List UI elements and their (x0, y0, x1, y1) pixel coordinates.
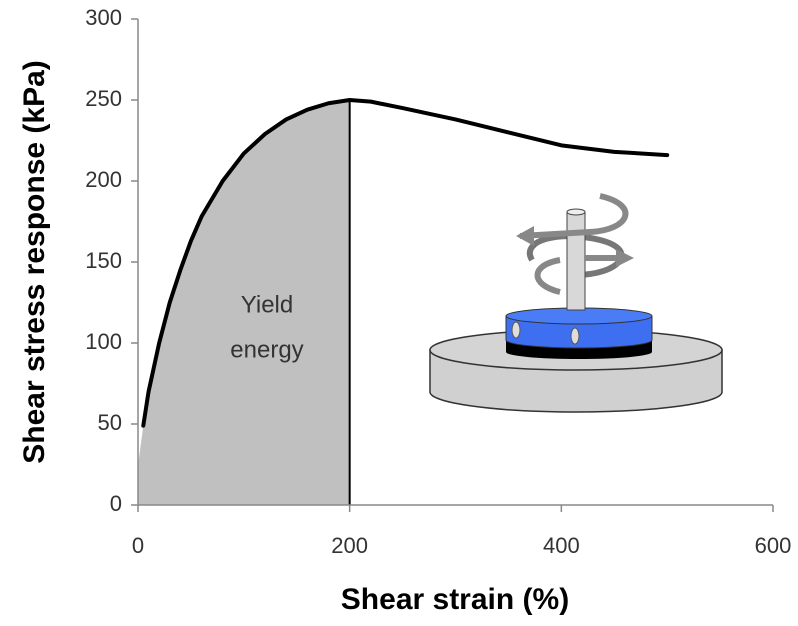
y-axis-label: Shear stress response (kPa) (18, 60, 51, 464)
plot-area: Yield energy 0 50 100 150 200 250 300 0 200 400 600 (85, 5, 791, 558)
annotation: energy (230, 336, 303, 363)
y-tick-label: 250 (85, 86, 122, 111)
y-tick-label: 50 (98, 410, 122, 435)
x-tick-label: 400 (543, 533, 580, 558)
y-tick-label: 150 (85, 248, 122, 273)
rheometer-illustration (429, 193, 723, 413)
y-tick-label: 100 (85, 329, 122, 354)
y-tick-label: 200 (85, 167, 122, 192)
data-line (141, 98, 670, 428)
y-tick-label: 300 (85, 5, 122, 30)
y-tick-label: 0 (110, 491, 122, 516)
x-axis-label: Shear strain (%) (341, 583, 569, 616)
shaded-area (138, 100, 350, 505)
x-tick-label: 600 (755, 533, 792, 558)
annotation: Yield (241, 291, 293, 318)
x-tick-label: 200 (331, 533, 368, 558)
x-tick-label: 0 (132, 533, 144, 558)
